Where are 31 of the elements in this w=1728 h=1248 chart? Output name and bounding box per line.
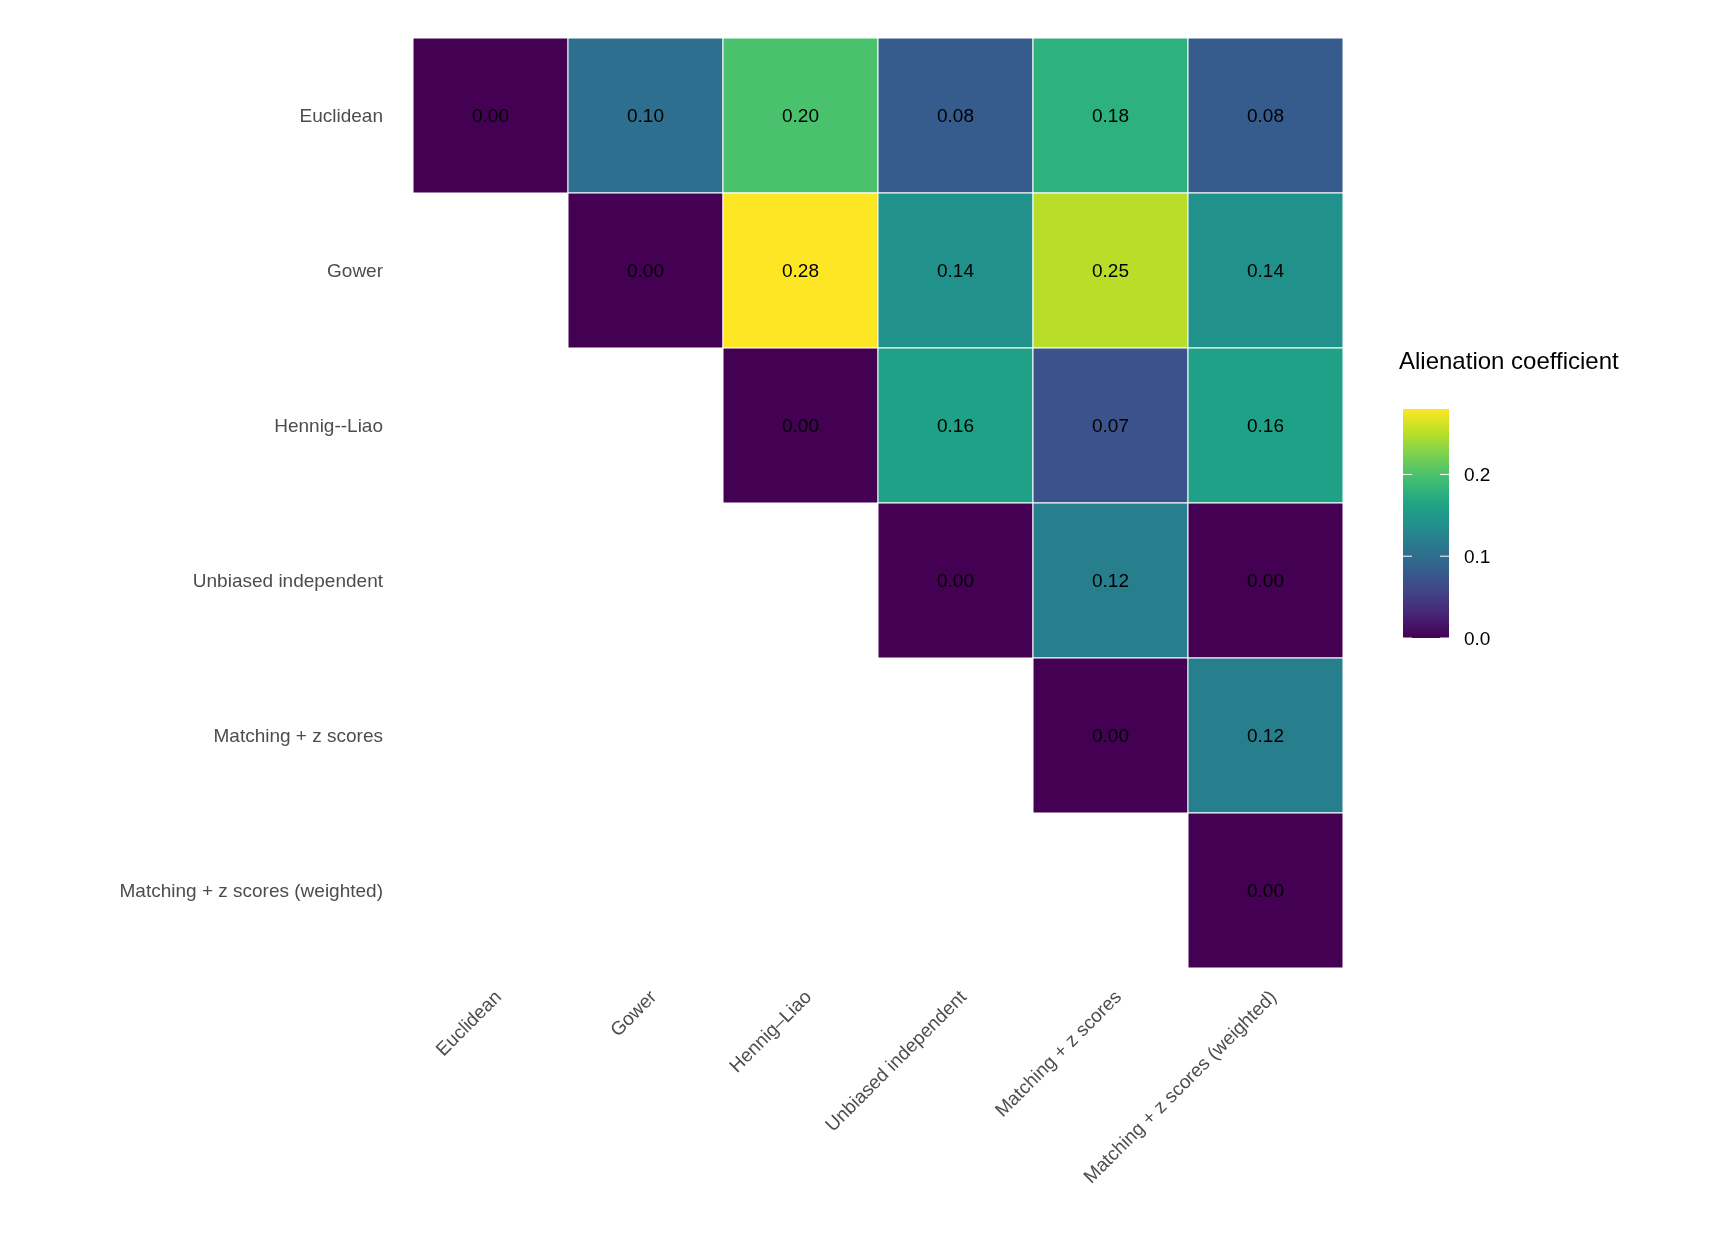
data-label: 0.00 xyxy=(782,415,819,437)
data-label: 0.16 xyxy=(937,415,974,437)
data-label: 0.14 xyxy=(1247,260,1285,282)
data-label: 0.08 xyxy=(1247,105,1284,127)
color-bar-label: 0.1 xyxy=(1464,545,1491,567)
color-bar-label: 0.2 xyxy=(1464,464,1491,486)
color-bar-label: 0.0 xyxy=(1464,627,1491,649)
data-label: 0.00 xyxy=(937,570,974,592)
data-label: 0.12 xyxy=(1092,570,1129,592)
y-tick-label: Matching + z scores xyxy=(213,725,383,747)
data-label: 0.08 xyxy=(937,105,974,127)
y-tick-label: Unbiased independent xyxy=(192,570,384,592)
data-label: 0.00 xyxy=(1247,570,1284,592)
color-bar-title: Alienation coefficient xyxy=(1399,347,1620,374)
data-label: 0.20 xyxy=(782,105,819,127)
y-tick-label: Euclidean xyxy=(299,105,383,127)
data-label: 0.16 xyxy=(1247,415,1284,437)
data-label: 0.25 xyxy=(1092,260,1129,282)
data-label: 0.00 xyxy=(1092,725,1129,747)
data-label: 0.07 xyxy=(1092,415,1129,437)
data-label: 0.12 xyxy=(1247,725,1284,747)
data-label: 0.18 xyxy=(1092,105,1129,127)
data-label: 0.00 xyxy=(1247,880,1284,902)
data-label: 0.00 xyxy=(627,260,664,282)
y-tick-label: Hennig--Liao xyxy=(274,415,383,437)
data-label: 0.10 xyxy=(627,105,664,127)
data-label: 0.28 xyxy=(782,260,819,282)
data-label: 0.14 xyxy=(937,260,975,282)
y-tick-label: Gower xyxy=(327,260,384,282)
data-label: 0.00 xyxy=(472,105,509,127)
y-tick-label: Matching + z scores (weighted) xyxy=(119,880,383,902)
